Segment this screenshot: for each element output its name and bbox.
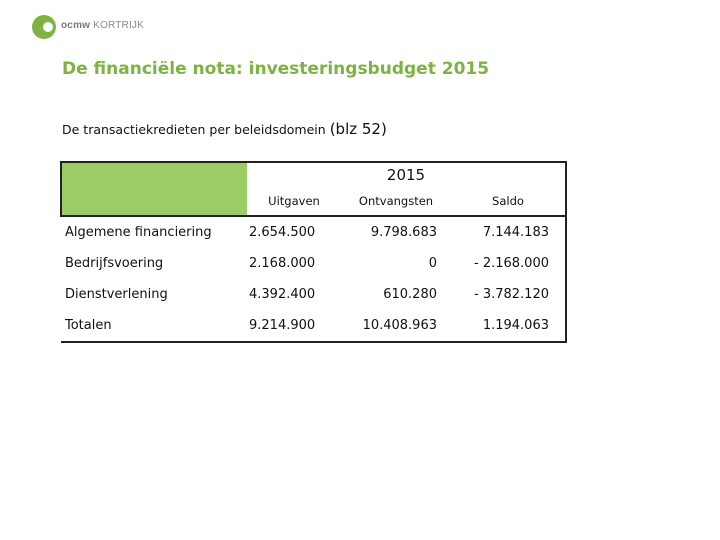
row-label: Bedrijfsvoering [65, 256, 164, 271]
logo-wordmark: ocmw KORTRIJK [61, 20, 144, 31]
subtitle: De transactiekredieten per beleidsdomein… [62, 120, 387, 138]
header-corner-cell [60, 161, 247, 187]
cell-saldo: - 2.168.000 [451, 248, 567, 279]
column-header-ontvangsten: Ontvangsten [341, 187, 451, 217]
table-row: Dienstverlening 4.392.400 610.280 - 3.78… [61, 279, 567, 310]
ocmw-kortrijk-logo: ocmw KORTRIJK [31, 14, 171, 42]
table-row: Algemene financiering 2.654.500 9.798.68… [61, 216, 567, 248]
year-header-row: 2015 [60, 161, 567, 187]
column-header-saldo: Saldo [451, 187, 567, 217]
cell-saldo: - 3.782.120 [451, 279, 567, 310]
cell-uitgaven: 2.168.000 [249, 256, 316, 271]
page-reference: (blz 52) [329, 120, 387, 138]
row-label: Dienstverlening [65, 287, 168, 302]
column-header-row: Uitgaven Ontvangsten Saldo [60, 187, 567, 217]
header-corner-cell-lower [60, 187, 247, 217]
page-title: De financiële nota: investeringsbudget 2… [62, 59, 490, 79]
cell-ontvangsten: 9.798.683 [370, 225, 437, 240]
cell-ontvangsten: 10.408.963 [341, 310, 451, 343]
logo-circle-icon [32, 15, 56, 39]
cell-uitgaven: 2.654.500 [249, 225, 316, 240]
cell-uitgaven: 4.392.400 [249, 287, 316, 302]
subtitle-text: De transactiekredieten per beleidsdomein [62, 122, 326, 137]
table-row: Bedrijfsvoering 2.168.000 0 - 2.168.000 [61, 248, 567, 279]
year-header: 2015 [247, 161, 567, 187]
row-label: Algemene financiering [65, 225, 212, 240]
cell-ontvangsten: 0 [428, 256, 437, 271]
investment-budget-table: 2015 Uitgaven Ontvangsten Saldo Algemene… [60, 161, 567, 343]
row-label: Totalen [61, 310, 247, 343]
column-header-uitgaven: Uitgaven [247, 187, 341, 217]
cell-ontvangsten: 610.280 [383, 287, 437, 302]
table-row-totals: Totalen 9.214.900 10.408.963 1.194.063 [61, 310, 567, 343]
cell-saldo: 1.194.063 [451, 310, 567, 343]
cell-uitgaven: 9.214.900 [247, 310, 341, 343]
cell-saldo: 7.144.183 [451, 216, 567, 248]
